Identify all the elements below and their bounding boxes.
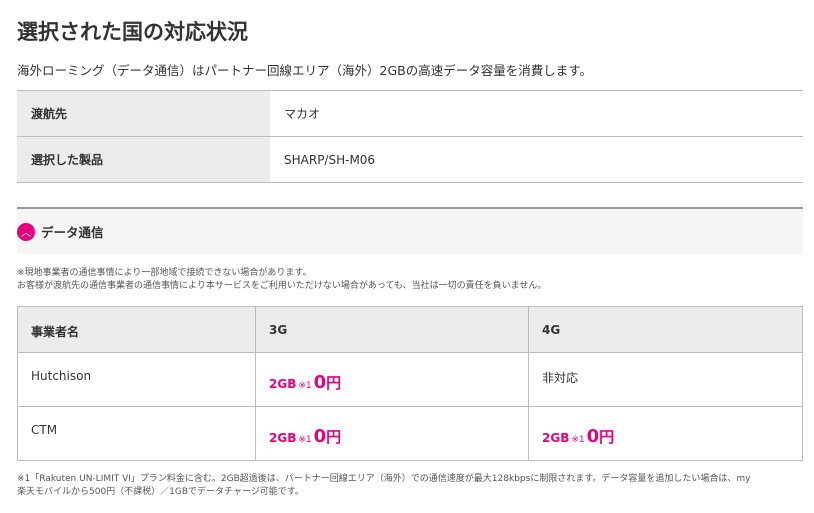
product-label: 選択した製品 [17,136,270,183]
status-4g: 非対応 [528,352,803,407]
capacity: 2GB [542,431,570,445]
carrier-name: Hutchison [17,352,256,407]
footnote-ref: ※1 [298,381,312,391]
price-4g: 2GB ※1 0円 [528,406,803,461]
footnote-ref: ※1 [298,435,312,445]
header-carrier: 事業者名 [17,306,256,353]
notes: ※現地事業者の通信事情により一部地域で接続できない場合があります。 お客様が渡航… [17,267,546,293]
destination-value: マカオ [270,90,803,137]
destination-label: 渡航先 [17,90,270,137]
footnote-line: 楽天モバイルから500円（不課税）／1GBでデータチャージ可能です。 [17,487,304,497]
footnote-ref: ※1 [571,435,585,445]
selection-table: 渡航先 マカオ 選択した製品 SHARP/SH-M06 [17,90,803,183]
carrier-name: CTM [17,406,256,461]
divider [17,207,803,209]
footnote-line: ※1「Rakuten UN-LIMIT VI」プラン料金に含む。2GB超過後は、… [17,474,751,484]
roaming-description: 海外ローミング（データ通信）はパートナー回線エリア（海外）2GBの高速データ容量… [17,63,592,78]
table-row: 渡航先 マカオ [17,90,803,137]
header-4g: 4G [528,306,803,353]
table-row: Hutchison 2GB ※1 0円 非対応 [17,352,803,407]
footnote: ※1「Rakuten UN-LIMIT VI」プラン料金に含む。2GB超過後は、… [17,473,803,499]
price-value: 0 [586,426,600,447]
note: お客様が渡航先の通信事業者の通信事情により本サービスをご利用いただけない場合があ… [17,281,547,291]
carrier-table: 事業者名 3G 4G Hutchison 2GB ※1 0円 非対応 CTM 2GB… [17,306,803,461]
price-value: 0 [313,372,327,393]
price-value: 0 [313,426,327,447]
price-3g: 2GB ※1 0円 [255,352,529,407]
capacity: 2GB [269,431,297,445]
chevron-up-icon: ︿ [17,222,35,241]
capacity: 2GB [269,377,297,391]
page-title: 選択された国の対応状況 [17,20,248,44]
data-communication-accordion[interactable]: ︿ データ通信 [17,209,803,254]
header-3g: 3G [255,306,529,353]
accordion-label: データ通信 [41,225,104,240]
price-unit: 円 [599,428,615,446]
price-unit: 円 [326,374,342,392]
price-3g: 2GB ※1 0円 [255,406,529,461]
price-unit: 円 [326,428,342,446]
note: ※現地事業者の通信事情により一部地域で接続できない場合があります。 [17,268,312,278]
table-header-row: 事業者名 3G 4G [17,306,803,353]
table-row: CTM 2GB ※1 0円 2GB ※1 0円 [17,406,803,461]
product-value: SHARP/SH-M06 [270,136,803,183]
table-row: 選択した製品 SHARP/SH-M06 [17,136,803,183]
